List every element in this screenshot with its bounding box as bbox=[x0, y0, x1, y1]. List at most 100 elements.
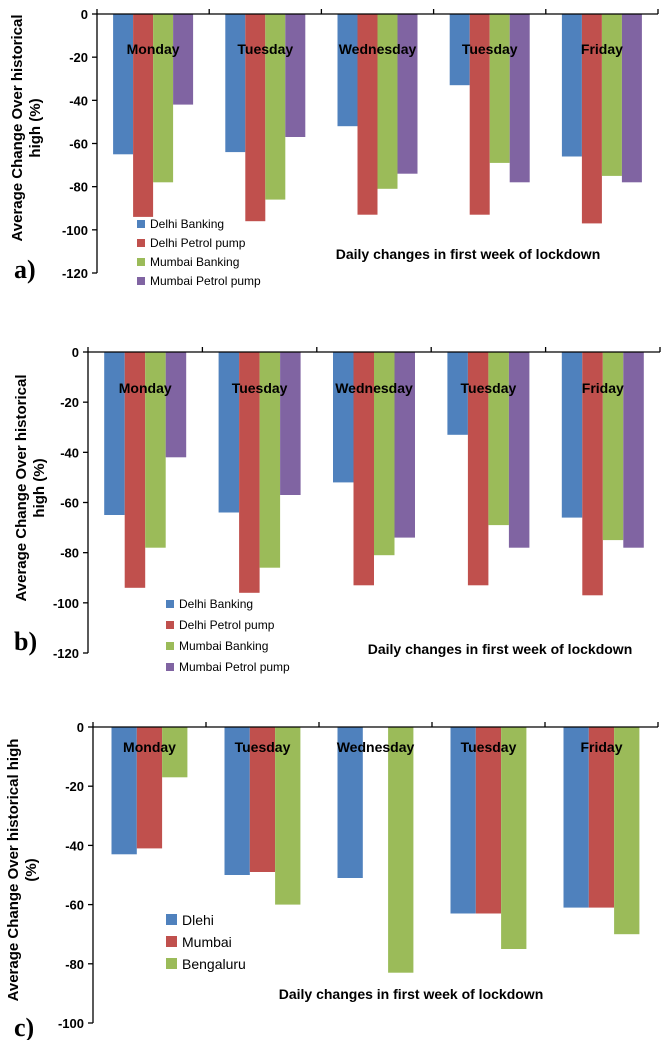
legend-label: Mumbai Petrol pump bbox=[150, 274, 261, 288]
bar-dlehi-4 bbox=[563, 727, 589, 908]
panel-label: b) bbox=[14, 627, 37, 656]
legend-swatch bbox=[137, 258, 145, 266]
bar-delhi-banking-0 bbox=[104, 352, 125, 515]
bar-mumbai-petrol-pump-3 bbox=[509, 14, 530, 183]
bar-mumbai-petrol-pump-2 bbox=[394, 352, 415, 538]
category-label: Monday bbox=[119, 380, 172, 396]
legend-label: Mumbai Banking bbox=[179, 639, 268, 653]
bar-delhi-banking-3 bbox=[447, 352, 468, 435]
bar-mumbai-petrol-pump-0 bbox=[165, 352, 187, 458]
legend-label: Mumbai Banking bbox=[150, 255, 239, 269]
y-tick-label: -40 bbox=[69, 93, 88, 108]
bar-chart-c: 0 -20 -40 -60 -80 -100 Monday Tuesday Wednesday T… bbox=[5, 720, 659, 1040]
category-label: Tuesday bbox=[461, 739, 517, 755]
y-tick-label: -120 bbox=[62, 266, 88, 281]
y-tick-label: -20 bbox=[69, 50, 88, 65]
y-tick-label: -120 bbox=[53, 646, 79, 661]
bar-bengaluru-2 bbox=[388, 727, 414, 973]
bar-dlehi-3 bbox=[450, 727, 476, 914]
y-axis-label-line: Average Change Over historical bbox=[13, 374, 30, 601]
bar-delhi-banking-4 bbox=[561, 14, 582, 157]
bar-delhi-petrol-pump-2 bbox=[353, 352, 374, 586]
category-label: Friday bbox=[582, 380, 624, 396]
bar-mumbai-petrol-pump-3 bbox=[508, 352, 530, 548]
bar-dlehi-1 bbox=[224, 727, 250, 875]
legend-label: Mumbai bbox=[182, 934, 232, 950]
bar-chart-a: 0 -20 -40 -60 -80 -100 -120 Monday Tuesday Wednes… bbox=[9, 7, 659, 288]
legend-swatch bbox=[166, 600, 174, 608]
category-label: Monday bbox=[127, 41, 180, 57]
y-tick-label: -80 bbox=[65, 957, 84, 972]
bar-mumbai-1 bbox=[249, 727, 276, 872]
category-label: Tuesday bbox=[232, 380, 288, 396]
panel-label: c) bbox=[14, 1013, 34, 1040]
bar-bengaluru-1 bbox=[275, 727, 301, 905]
x-axis-label: Daily changes in first week of lockdown bbox=[368, 641, 633, 657]
y-tick-label: -40 bbox=[65, 838, 84, 853]
y-axis-label-line: (%) bbox=[23, 858, 40, 881]
y-axis-label: Average Change Over historicalhigh (%) bbox=[9, 14, 44, 241]
legend-swatch bbox=[166, 621, 174, 629]
x-axis-label: Daily changes in first week of lockdown bbox=[336, 246, 601, 262]
bar-mumbai-banking-3 bbox=[488, 352, 509, 526]
legend-label: Delhi Petrol pump bbox=[179, 618, 275, 632]
chart-panel-b: 0 -20 -40 -60 -80 -100 -120 Monday Tuesday Wednes… bbox=[0, 338, 662, 674]
bar-mumbai-petrol-pump-2 bbox=[397, 14, 418, 174]
bar-mumbai-petrol-pump-4 bbox=[623, 352, 644, 548]
category-label: Friday bbox=[581, 41, 623, 57]
bar-mumbai-banking-4 bbox=[602, 352, 624, 541]
bar-delhi-petrol-pump-4 bbox=[581, 14, 602, 224]
bar-mumbai-banking-3 bbox=[489, 14, 510, 163]
category-label: Tuesday bbox=[235, 739, 291, 755]
y-tick-label: -20 bbox=[65, 779, 84, 794]
category-label: Wednesday bbox=[339, 41, 417, 57]
bar-bengaluru-4 bbox=[614, 727, 640, 935]
bar-delhi-banking-0 bbox=[113, 14, 134, 155]
y-axis-label-line: high (%) bbox=[27, 98, 44, 157]
bar-mumbai-banking-2 bbox=[377, 14, 398, 189]
legend-swatch bbox=[166, 642, 174, 650]
y-tick-label: -60 bbox=[65, 898, 84, 913]
y-tick-label: 0 bbox=[81, 7, 88, 22]
bar-delhi-petrol-pump-4 bbox=[582, 352, 603, 596]
bar-dlehi-2 bbox=[337, 727, 363, 878]
category-label: Wednesday bbox=[335, 380, 413, 396]
bar-mumbai-petrol-pump-1 bbox=[285, 14, 306, 137]
legend-swatch bbox=[166, 958, 177, 969]
bar-mumbai-petrol-pump-4 bbox=[621, 14, 642, 183]
category-label: Tuesday bbox=[237, 41, 293, 57]
chart-panel-a: 0 -20 -40 -60 -80 -100 -120 Monday Tuesday Wednes… bbox=[0, 0, 662, 300]
legend-swatch bbox=[137, 239, 145, 247]
category-label: Wednesday bbox=[337, 739, 415, 755]
bar-chart-b: 0 -20 -40 -60 -80 -100 -120 Monday Tuesday Wednes… bbox=[13, 345, 661, 674]
y-tick-label: -80 bbox=[69, 180, 88, 195]
bar-bengaluru-0 bbox=[162, 727, 188, 778]
bar-delhi-banking-2 bbox=[337, 14, 358, 127]
bar-mumbai-petrol-pump-1 bbox=[280, 352, 301, 495]
y-tick-label: -80 bbox=[60, 546, 79, 561]
panel-label: a) bbox=[14, 255, 36, 284]
y-axis-label-line: Average Change Over historical bbox=[9, 14, 26, 241]
bar-mumbai-banking-0 bbox=[145, 352, 166, 548]
bar-mumbai-0 bbox=[136, 727, 163, 849]
bar-delhi-petrol-pump-3 bbox=[467, 352, 489, 586]
y-axis-label-line: high (%) bbox=[31, 458, 48, 517]
bar-delhi-petrol-pump-2 bbox=[357, 14, 378, 215]
bar-mumbai-banking-1 bbox=[265, 14, 286, 200]
bar-delhi-banking-3 bbox=[449, 14, 470, 86]
category-label: Tuesday bbox=[461, 380, 517, 396]
category-label: Friday bbox=[580, 739, 622, 755]
x-axis-label: Daily changes in first week of lockdown bbox=[279, 986, 544, 1002]
bar-bengaluru-3 bbox=[501, 727, 527, 949]
legend-label: Delhi Banking bbox=[179, 597, 253, 611]
bar-delhi-banking-1 bbox=[218, 352, 240, 513]
bar-delhi-petrol-pump-0 bbox=[133, 14, 154, 217]
bar-dlehi-0 bbox=[111, 727, 137, 855]
bar-delhi-banking-1 bbox=[225, 14, 246, 153]
y-axis-label: Average Change Over historical high(%) bbox=[5, 739, 40, 1002]
legend-swatch bbox=[137, 277, 145, 285]
bar-delhi-petrol-pump-1 bbox=[245, 14, 266, 222]
y-axis-label-line: Average Change Over historical high bbox=[5, 739, 22, 1002]
y-tick-label: -100 bbox=[62, 223, 88, 238]
bar-mumbai-petrol-pump-0 bbox=[173, 14, 194, 105]
